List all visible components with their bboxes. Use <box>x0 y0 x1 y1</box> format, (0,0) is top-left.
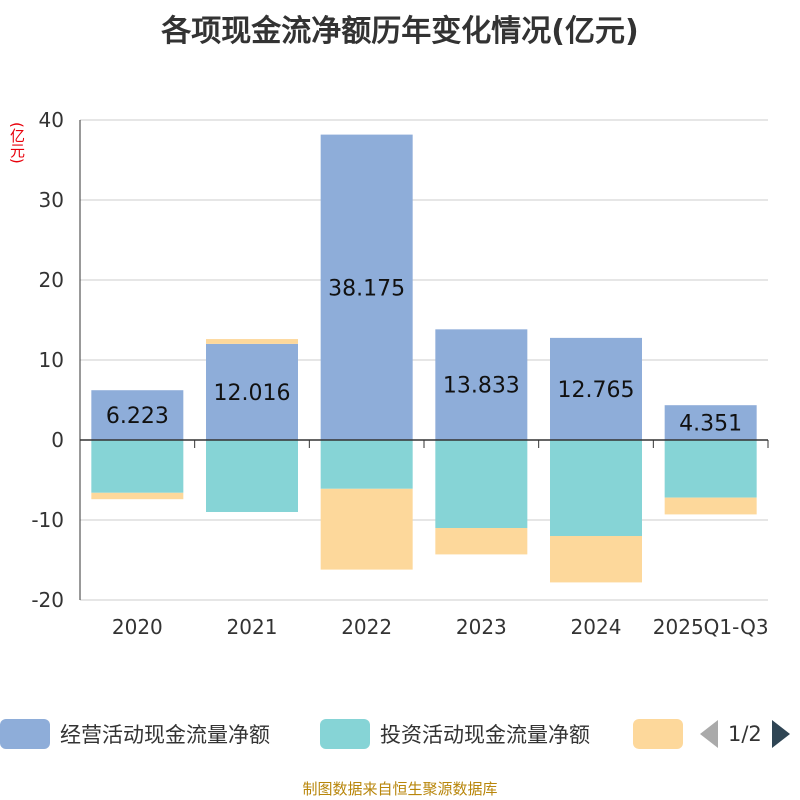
legend-item-financing[interactable] <box>633 712 693 756</box>
bar-investing <box>550 440 642 536</box>
bar-financing <box>550 536 642 583</box>
bar-operating <box>435 329 528 440</box>
bar-value-label: 12.016 <box>214 381 291 406</box>
y-tick-label: 10 <box>39 348 64 372</box>
y-tick-label: 20 <box>39 268 64 292</box>
bar-operating <box>91 390 184 440</box>
bar-operating <box>320 134 413 440</box>
x-tick-label: 2025Q1-Q3 <box>653 615 769 639</box>
bar-investing <box>320 440 413 489</box>
bar-financing <box>206 339 298 344</box>
y-tick-label: 30 <box>39 188 64 212</box>
y-tick-label: -10 <box>31 508 64 532</box>
bar-financing <box>435 528 528 555</box>
bar-value-label: 38.175 <box>328 276 405 301</box>
y-tick-label: 0 <box>51 428 64 452</box>
x-tick-label: 2024 <box>571 615 622 639</box>
bar-value-label: 13.833 <box>443 374 520 399</box>
legend-swatch-financing <box>633 719 683 749</box>
bar-investing <box>664 440 757 498</box>
x-tick-label: 2023 <box>456 615 507 639</box>
x-tick-label: 2022 <box>341 615 392 639</box>
y-tick-label: -20 <box>31 588 64 612</box>
bar-financing <box>664 497 757 515</box>
legend-swatch-investing <box>320 719 370 749</box>
legend: 经营活动现金流量净额 投资活动现金流量净额 1/2 <box>0 712 800 756</box>
bar-financing <box>320 488 413 570</box>
bar-investing <box>435 440 528 528</box>
x-tick-label: 2021 <box>227 615 278 639</box>
legend-item-investing[interactable]: 投资活动现金流量净额 <box>320 712 590 756</box>
bar-value-label: 6.223 <box>106 404 169 429</box>
legend-page-indicator: 1/2 <box>728 722 762 746</box>
x-tick-label: 2020 <box>112 615 163 639</box>
legend-label-investing: 投资活动现金流量净额 <box>380 723 590 747</box>
bar-operating <box>206 343 298 440</box>
legend-prev-page-icon[interactable] <box>700 720 718 748</box>
legend-swatch-operating <box>0 719 50 749</box>
legend-item-operating[interactable]: 经营活动现金流量净额 <box>0 712 270 756</box>
legend-next-page-icon[interactable] <box>771 720 790 748</box>
bar-investing <box>206 440 298 512</box>
legend-label-operating: 经营活动现金流量净额 <box>60 723 270 747</box>
y-tick-label: 40 <box>39 108 64 132</box>
y-axis-unit: (亿元) <box>8 122 26 164</box>
chart-title: 各项现金流净额历年变化情况(亿元) <box>161 14 639 49</box>
bar-operating <box>664 405 757 440</box>
bar-financing <box>91 492 184 500</box>
legend-pager: 1/2 <box>700 712 790 756</box>
data-source-note: 制图数据来自恒生聚源数据库 <box>302 780 498 798</box>
bar-investing <box>91 440 184 493</box>
bar-operating <box>550 337 642 440</box>
bar-value-label: 12.765 <box>558 378 635 403</box>
bar-value-label: 4.351 <box>679 412 742 437</box>
